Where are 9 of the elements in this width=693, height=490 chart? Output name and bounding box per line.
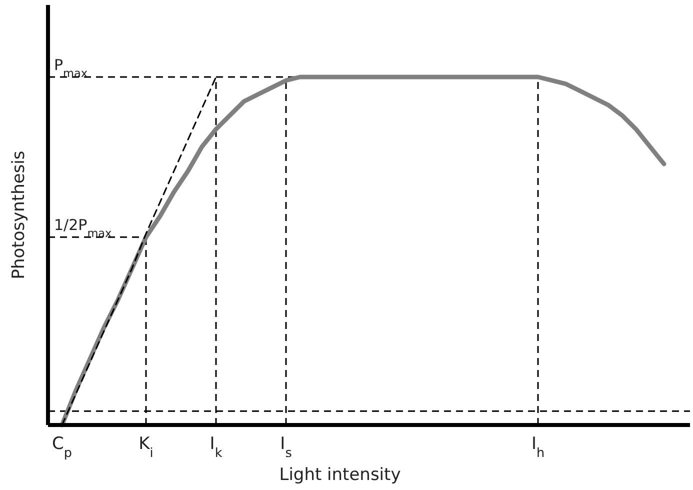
x-tick-label: I$_{k}$: [210, 434, 223, 460]
ref-line-label: 1/2P$_{max}$: [54, 216, 112, 240]
x-tick-label: K$_{i}$: [138, 434, 154, 460]
ref-line-label: P$_{max}$: [54, 56, 88, 80]
x-tick-label: I$_{h}$: [531, 434, 545, 460]
x-tick-label: I$_{s}$: [280, 434, 292, 460]
x-tick-label: C$_{p}$: [52, 434, 72, 460]
x-axis-title: Light intensity: [279, 465, 401, 485]
y-axis-title: Photosynthesis: [9, 150, 29, 280]
